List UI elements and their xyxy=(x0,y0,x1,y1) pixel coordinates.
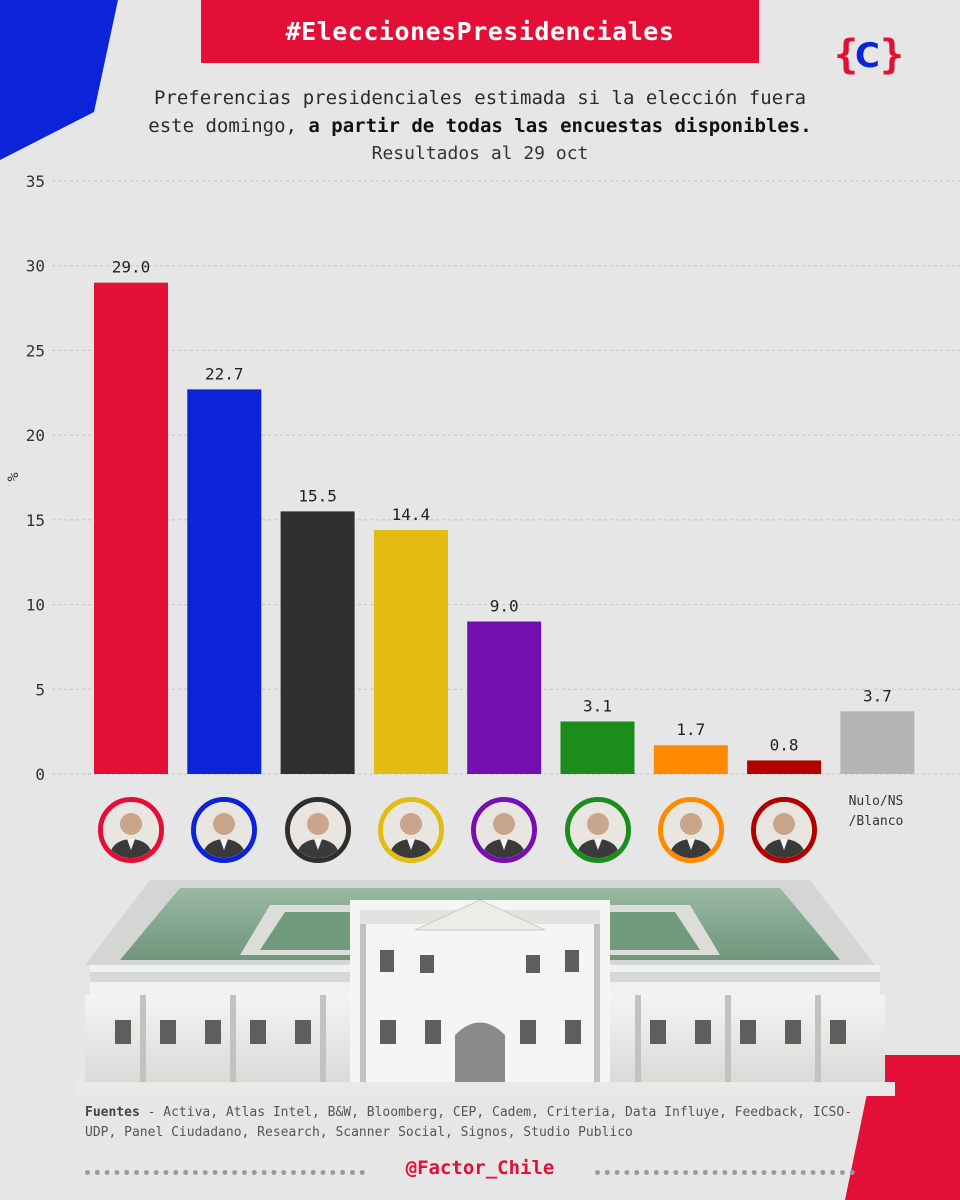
bar xyxy=(467,621,542,774)
footer-dotted-line-left xyxy=(85,1170,365,1175)
subtitle-line-2-plain: este domingo, xyxy=(148,115,309,137)
subtitle-line-2-bold: a partir de todas las encuestas disponib… xyxy=(308,115,812,137)
hashtag-banner: #EleccionesPresidenciales xyxy=(201,0,759,63)
subtitle-line-1: Preferencias presidenciales estimada si … xyxy=(153,87,807,109)
svg-text:}: } xyxy=(880,32,904,78)
bar xyxy=(373,530,448,774)
y-tick-label: 35 xyxy=(26,172,45,191)
bar-value-label: 15.5 xyxy=(298,486,337,505)
la-moneda-palace-illustration xyxy=(75,880,895,1096)
twitter-handle: @Factor_Chile xyxy=(405,1157,555,1179)
nulo-label-line-2: /Blanco xyxy=(848,814,904,829)
bar xyxy=(187,389,262,774)
bar-value-label: 1.7 xyxy=(676,720,705,739)
y-tick-label: 25 xyxy=(26,341,45,360)
candidate-portrait-icon xyxy=(751,797,818,863)
bar-chart: 0 5 10 15 20 25 30 35% 29.0 22.7 15.5 14.4 9.0 3.1 1.7… xyxy=(4,172,960,784)
bar xyxy=(653,745,728,774)
candidate-portrait-icon xyxy=(377,797,444,863)
y-tick-label: 0 xyxy=(35,765,45,784)
bar xyxy=(747,760,822,774)
sources-label: Fuentes xyxy=(85,1105,140,1120)
candidate-portrait-icon xyxy=(657,797,724,863)
nulo-label-line-1: Nulo/NS xyxy=(848,794,904,809)
candidate-portrait-icon xyxy=(98,797,164,863)
results-date: Resultados al 29 oct xyxy=(371,143,589,164)
y-tick-label: 30 xyxy=(26,257,45,276)
bar-value-label: 3.7 xyxy=(863,686,892,705)
bar xyxy=(280,511,355,774)
y-axis-label: % xyxy=(4,472,22,481)
bar-value-label: 3.1 xyxy=(583,696,612,715)
y-tick-label: 15 xyxy=(26,511,45,530)
bar-value-label: 29.0 xyxy=(112,258,151,277)
candidate-portrait-icon xyxy=(471,797,538,863)
y-tick-label: 20 xyxy=(26,426,45,445)
bar-value-label: 0.8 xyxy=(770,735,799,754)
bar xyxy=(94,282,168,774)
sources-text: - Activa, Atlas Intel, B&W, Bloomberg, C… xyxy=(85,1105,853,1140)
hashtag-text: #EleccionesPresidenciales xyxy=(285,17,675,46)
bar-value-label: 14.4 xyxy=(392,505,431,524)
bar-value-label: 9.0 xyxy=(490,597,519,616)
footer-dotted-line-right xyxy=(595,1170,855,1175)
candidate-portrait-icon xyxy=(191,797,258,863)
candidate-portrait-icon xyxy=(284,797,351,863)
y-tick-label: 10 xyxy=(26,596,45,615)
bar-value-label: 22.7 xyxy=(205,364,244,383)
candidate-portrait-icon xyxy=(564,797,631,863)
factor-chile-logo: { } C xyxy=(834,32,904,78)
bar xyxy=(840,711,915,774)
sources-note: Fuentes - Activa, Atlas Intel, B&W, Bloo… xyxy=(85,1103,875,1143)
svg-text:{: { xyxy=(834,32,858,78)
subtitle-line-2: este domingo, a partir de todas las encu… xyxy=(60,112,900,140)
chart-subtitle: Preferencias presidenciales estimada si … xyxy=(60,84,900,140)
y-tick-label: 5 xyxy=(35,680,45,699)
nulo-category-label: Nulo/NS /Blanco xyxy=(838,792,914,832)
bar xyxy=(560,721,635,774)
svg-text:C: C xyxy=(855,36,880,76)
